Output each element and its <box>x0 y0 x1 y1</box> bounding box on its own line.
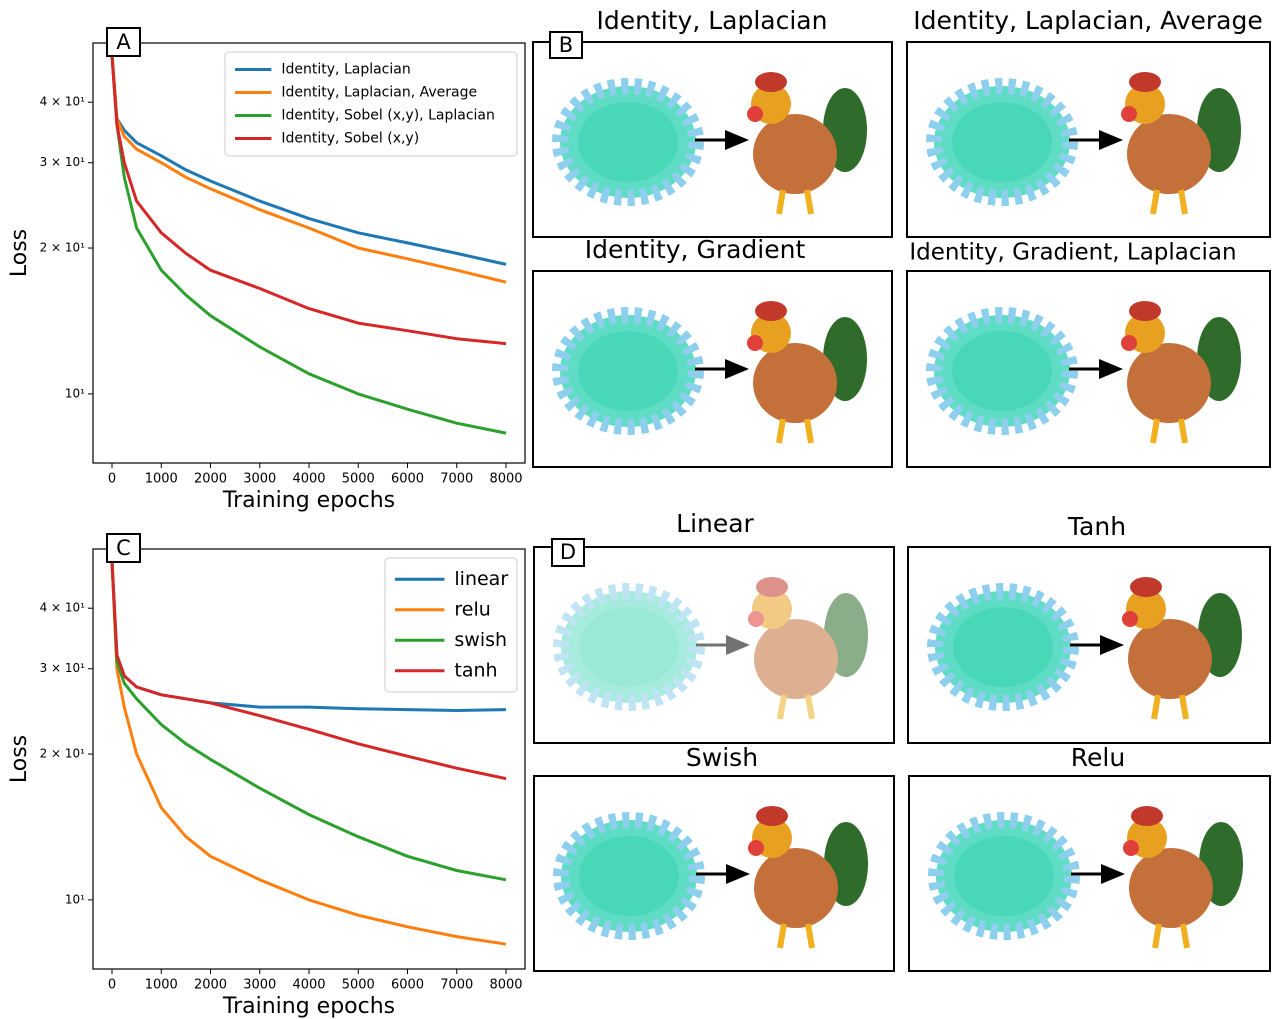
y-axis-label: Loss <box>7 229 32 277</box>
panel-label: B <box>559 33 573 57</box>
x-axis-label: Training epochs <box>222 488 395 513</box>
x-tick-label: 0 <box>108 472 116 487</box>
series-line <box>110 561 507 882</box>
panel-label-box <box>551 538 585 567</box>
x-tick-label: 6000 <box>391 472 424 487</box>
y-tick-label: 2 × 10¹ <box>40 241 86 255</box>
x-tick-label: 1000 <box>145 472 178 487</box>
legend-label: Identity, Sobel (x,y) <box>281 131 419 147</box>
image-title: Identity, Gradient, Laplacian <box>909 240 1236 266</box>
x-tick-label: 4000 <box>292 978 325 993</box>
panel-label: D <box>560 540 576 564</box>
panel-label-box <box>106 27 141 57</box>
image-title: Linear <box>676 509 754 538</box>
image-title: Identity, Laplacian, Average <box>913 6 1263 35</box>
x-tick-label: 3000 <box>243 978 276 993</box>
y-tick-label: 3 × 10¹ <box>40 661 86 675</box>
series-line <box>110 55 507 435</box>
x-tick-label: 7000 <box>440 472 473 487</box>
legend-label: Identity, Laplacian, Average <box>281 85 477 101</box>
legend-frame <box>224 51 518 157</box>
x-tick-label: 3000 <box>243 472 276 487</box>
image-title: Identity, Gradient <box>585 235 806 264</box>
x-tick-label: 1000 <box>145 978 178 993</box>
series-line <box>110 55 507 346</box>
image-title: Swish <box>686 743 758 772</box>
panel-label: A <box>116 30 131 54</box>
x-axis-label: Training epochs <box>222 994 395 1019</box>
x-tick-label: 6000 <box>391 978 424 993</box>
x-tick-label: 2000 <box>194 978 227 993</box>
y-tick-label: 2 × 10¹ <box>40 747 86 761</box>
y-tick-label: 4 × 10¹ <box>40 601 86 615</box>
x-tick-label: 8000 <box>489 472 522 487</box>
series-line <box>110 55 507 266</box>
legend-label: tanh <box>454 659 497 681</box>
x-tick-label: 7000 <box>440 978 473 993</box>
legend-label: linear <box>454 568 508 590</box>
image-panel-b: Identity, Laplacian Identity, Laplacian,… <box>532 6 1271 468</box>
y-tick-label: 10¹ <box>65 892 85 906</box>
line-chart: 0 1000 2000 3000 4000 5000 6000 7000 8000 10¹ 2 × … <box>7 27 526 513</box>
y-tick-label: 3 × 10¹ <box>40 155 86 169</box>
legend-label: relu <box>454 598 490 620</box>
series-line <box>110 561 507 781</box>
image-panel-d: Linear Tanh Swish Relu D <box>533 509 1271 972</box>
series-line <box>110 55 507 284</box>
line-chart: 0 1000 2000 3000 4000 5000 6000 7000 8000 10¹ 2 × … <box>7 533 526 1019</box>
series-line <box>110 561 507 946</box>
x-tick-label: 8000 <box>489 978 522 993</box>
legend-label: Identity, Sobel (x,y), Laplacian <box>281 108 494 124</box>
x-tick-label: 5000 <box>342 978 375 993</box>
image-title: Identity, Laplacian <box>597 6 828 35</box>
y-tick-label: 4 × 10¹ <box>40 95 86 109</box>
y-axis-label: Loss <box>7 735 32 783</box>
legend-label: swish <box>454 629 507 651</box>
panel-label-box <box>106 533 141 563</box>
legend-frame <box>384 557 518 693</box>
x-tick-label: 2000 <box>194 472 227 487</box>
panel-label-box <box>549 31 583 59</box>
image-title: Relu <box>1071 743 1125 772</box>
panel-label: C <box>116 536 131 560</box>
x-tick-label: 5000 <box>342 472 375 487</box>
y-tick-label: 10¹ <box>65 386 85 400</box>
legend-label: Identity, Laplacian <box>281 62 410 78</box>
x-tick-label: 4000 <box>292 472 325 487</box>
x-tick-label: 0 <box>108 978 116 993</box>
image-title: Tanh <box>1067 512 1126 541</box>
